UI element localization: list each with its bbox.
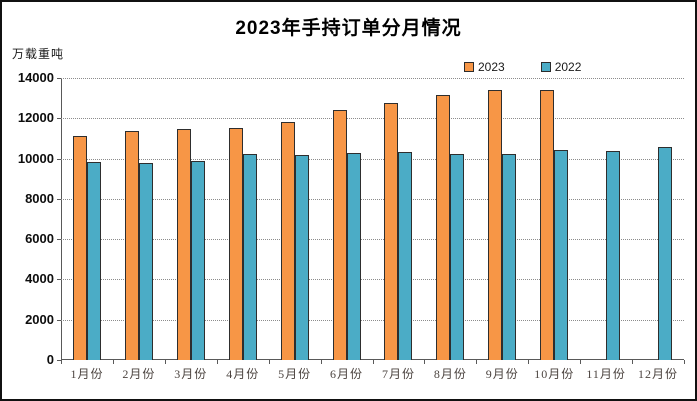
y-tick-label-6000: 6000	[25, 231, 54, 247]
legend: 2023 2022	[464, 60, 581, 74]
legend-swatch-2022	[540, 62, 551, 72]
legend-label-2022: 2022	[554, 60, 582, 74]
bar-2022-8月份	[450, 154, 465, 360]
gridline-12000	[61, 118, 684, 120]
x-tick-mark-12	[684, 360, 685, 364]
bar-2023-10月份	[540, 90, 555, 360]
y-tick-mark-0	[57, 360, 61, 361]
x-tick-mark-4	[268, 360, 270, 364]
gridline-6000	[61, 239, 684, 241]
bar-2022-10月份	[554, 150, 569, 360]
y-tick-mark-12000	[57, 118, 61, 120]
bar-2023-6月份	[332, 110, 347, 360]
y-tick-mark-2000	[57, 319, 61, 321]
x-tick-label-6月份: 6月份	[330, 367, 364, 381]
bar-2023-5月份	[280, 122, 295, 360]
bar-2023-4月份	[228, 128, 243, 360]
bar-2023-7月份	[384, 103, 399, 360]
x-tick-mark-0	[61, 360, 62, 364]
y-tick-mark-10000	[57, 158, 61, 160]
x-tick-mark-8	[476, 360, 478, 364]
bar-2023-2月份	[124, 131, 139, 360]
x-tick-mark-5	[320, 360, 322, 364]
x-tick-label-12月份: 12月份	[638, 367, 679, 381]
y-axis-line	[61, 78, 62, 360]
legend-item-2023: 2023	[464, 60, 505, 74]
gridline-4000	[61, 279, 684, 281]
x-tick-label-4月份: 4月份	[226, 367, 260, 381]
y-tick-mark-6000	[57, 239, 61, 241]
x-axis-line	[61, 359, 684, 360]
bar-2022-3月份	[190, 161, 205, 360]
y-tick-mark-4000	[57, 279, 61, 281]
bar-2023-9月份	[488, 90, 503, 360]
y-tick-label-2000: 2000	[25, 311, 54, 327]
bar-2022-2月份	[138, 163, 153, 360]
bar-2022-9月份	[502, 154, 517, 360]
y-tick-label-4000: 4000	[25, 271, 54, 287]
x-tick-label-9月份: 9月份	[485, 367, 519, 381]
x-tick-mark-6	[372, 360, 374, 364]
y-tick-label-8000: 8000	[25, 190, 54, 206]
x-tick-mark-2	[164, 360, 166, 364]
x-tick-label-11月份: 11月份	[586, 367, 626, 381]
y-tick-mark-8000	[57, 198, 61, 200]
x-tick-label-1月份: 1月份	[70, 367, 104, 381]
x-tick-label-3月份: 3月份	[174, 367, 208, 381]
x-tick-label-5月份: 5月份	[278, 367, 312, 381]
chart-title: 2023年手持订单分月情况	[235, 18, 462, 39]
bar-2022-1月份	[86, 162, 101, 360]
bar-2022-4月份	[242, 154, 257, 360]
bar-2023-1月份	[72, 136, 87, 360]
bar-2022-11月份	[606, 151, 621, 360]
x-tick-label-7月份: 7月份	[381, 367, 415, 381]
x-tick-label-8月份: 8月份	[433, 367, 467, 381]
bar-2022-12月份	[658, 147, 673, 360]
legend-label-2023: 2023	[478, 60, 505, 74]
y-tick-label-10000: 10000	[17, 150, 54, 166]
x-tick-mark-7	[424, 360, 426, 364]
bar-2023-3月份	[176, 129, 191, 360]
y-tick-label-12000: 12000	[17, 110, 54, 126]
x-tick-mark-1	[112, 360, 114, 364]
y-tick-mark-14000	[57, 78, 61, 79]
gridline-14000	[61, 78, 684, 79]
bar-2023-8月份	[436, 95, 451, 360]
x-tick-label-10月份: 10月份	[534, 367, 575, 381]
gridline-8000	[61, 198, 684, 200]
x-tick-mark-9	[528, 360, 530, 364]
plot-area	[61, 78, 684, 360]
y-tick-label-0: 0	[46, 352, 54, 367]
x-tick-mark-10	[580, 360, 582, 364]
gridline-2000	[61, 319, 684, 321]
gridline-10000	[61, 158, 684, 160]
x-tick-mark-11	[632, 360, 634, 364]
bar-2022-5月份	[294, 155, 309, 360]
legend-swatch-2023	[464, 62, 474, 72]
bar-2022-7月份	[398, 152, 413, 360]
y-axis-title: 万载重吨	[12, 47, 65, 61]
bar-2022-6月份	[346, 153, 361, 360]
x-tick-label-2月份: 2月份	[122, 367, 156, 381]
y-tick-label-14000: 14000	[17, 70, 54, 85]
x-tick-mark-3	[216, 360, 218, 364]
legend-item-2022: 2022	[540, 60, 582, 74]
